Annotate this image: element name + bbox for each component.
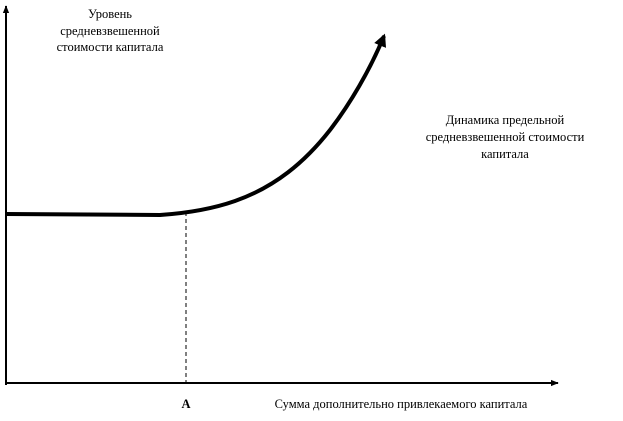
- point-label: А: [181, 397, 190, 411]
- y-axis-label: Уровень: [88, 7, 132, 21]
- curve-label: Динамика предельной: [446, 113, 565, 127]
- x-axis-label: Сумма дополнительно привлекаемого капита…: [275, 397, 528, 411]
- y-axis-label: средневзвешенной: [60, 24, 160, 38]
- curve-label: средневзвешенной стоимости: [426, 130, 585, 144]
- curve-label: капитала: [481, 147, 529, 161]
- cost-curve: [5, 33, 387, 218]
- y-axis-label: стоимости капитала: [57, 40, 164, 54]
